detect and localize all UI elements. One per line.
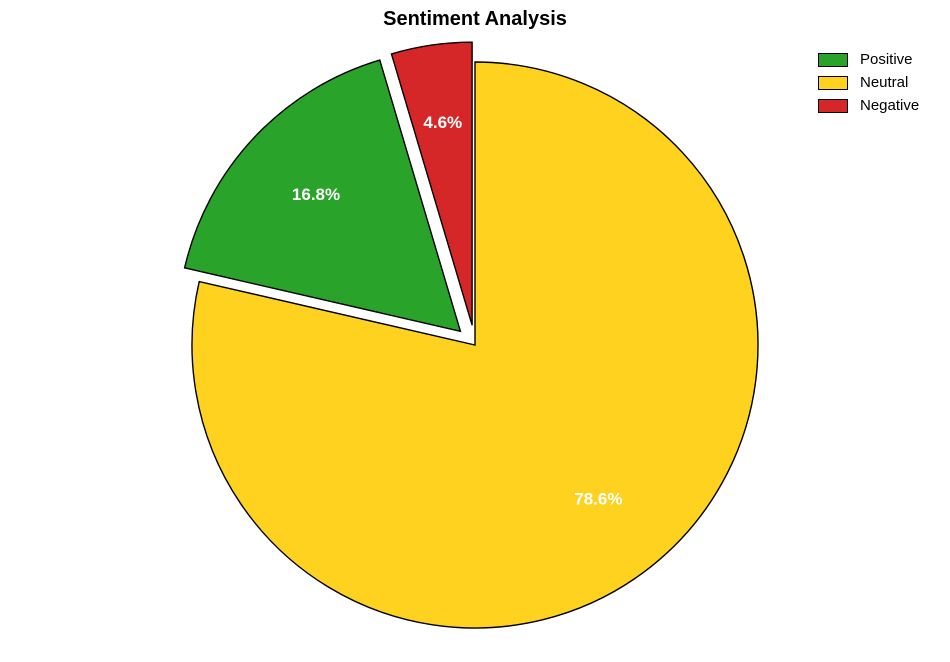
legend-label: Positive: [860, 51, 913, 68]
legend-swatch: [818, 53, 848, 67]
chart-container: { "chart": { "type": "pie", "title": "Se…: [0, 0, 950, 662]
pie-slice-label-neutral: 78.6%: [574, 489, 622, 508]
legend-item-positive: Positive: [818, 48, 919, 71]
legend-swatch: [818, 76, 848, 90]
pie-slice-label-positive: 16.8%: [292, 185, 340, 204]
legend-label: Negative: [860, 97, 919, 114]
pie-slice-label-negative: 4.6%: [423, 113, 462, 132]
legend-label: Neutral: [860, 74, 908, 91]
pie-chart-svg: 78.6% 16.8% 4.6%: [0, 0, 950, 662]
legend-item-neutral: Neutral: [818, 71, 919, 94]
legend-item-negative: Negative: [818, 94, 919, 117]
legend: Positive Neutral Negative: [818, 48, 919, 117]
legend-swatch: [818, 99, 848, 113]
